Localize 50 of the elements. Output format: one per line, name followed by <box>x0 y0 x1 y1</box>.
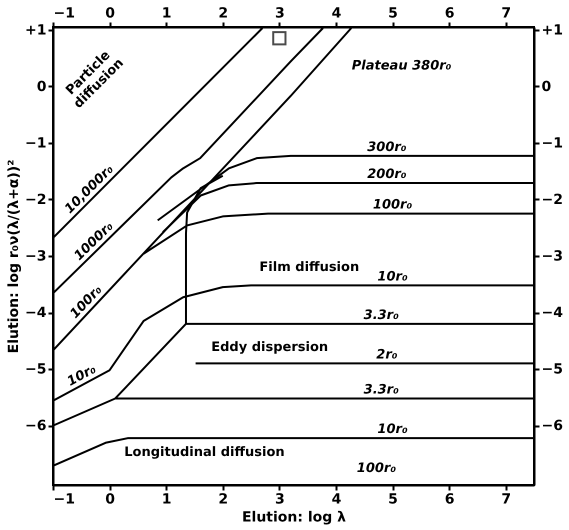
x2-tick-label: 3 <box>274 492 285 508</box>
x-tick-label: 3 <box>274 6 285 22</box>
annotation: 10r₀ <box>64 362 99 390</box>
x2-tick-label: 6 <box>444 492 454 508</box>
x-tick-label: 1 <box>162 6 172 22</box>
x-axis-title: Elution: log λ <box>242 510 346 526</box>
x-tick-label: 4 <box>332 6 342 22</box>
y-tick-label: −6 <box>25 418 46 434</box>
x2-tick-label: 0 <box>105 492 116 508</box>
annotation: 100r₀ <box>356 461 396 476</box>
y-tick-label: −1 <box>25 135 46 152</box>
x2-tick-label: 1 <box>162 492 172 508</box>
x2-tick-label: 2 <box>218 492 228 508</box>
y2-tick-label: −3 <box>542 248 563 264</box>
annotation: 10r₀ <box>377 422 408 438</box>
annotation: 3.3r₀ <box>364 382 400 398</box>
annotation: Film diffusion <box>259 260 360 275</box>
annotation: 100r₀ <box>372 198 412 213</box>
x-tick-label: 5 <box>388 6 398 22</box>
x-tick-label: 6 <box>444 6 454 22</box>
y2-tick-label: −4 <box>542 305 564 322</box>
y2-tick-label: −2 <box>542 192 563 208</box>
x-tick-label: 7 <box>501 6 512 22</box>
y-tick-label: +1 <box>25 22 46 38</box>
x2-tick-label: 4 <box>332 492 342 508</box>
y-tick-label: −5 <box>25 362 46 378</box>
annotation: 10r₀ <box>377 269 408 284</box>
x-tick-label: −1 <box>54 6 75 22</box>
annotation: 2r₀ <box>376 347 398 362</box>
x2-tick-label: 5 <box>388 492 398 508</box>
x2-tick-label: −1 <box>54 492 75 508</box>
y-axis-title: Elution: log r₀ν(λ/(λ+α))² <box>6 160 22 354</box>
y2-tick-label: −1 <box>542 135 563 152</box>
x-tick-label: 2 <box>218 6 228 22</box>
x-tick-label: 0 <box>105 6 116 22</box>
annotation: 300r₀ <box>367 140 407 155</box>
annotation: Plateau 380r₀ <box>352 58 452 74</box>
y-tick-label: 0 <box>36 78 47 95</box>
annotation: 200r₀ <box>367 167 407 182</box>
y-tick-label: −4 <box>25 305 47 322</box>
y2-tick-label: −6 <box>542 418 563 434</box>
annotation: Eddy dispersion <box>211 340 328 355</box>
y-tick-label: −3 <box>25 248 46 264</box>
y2-tick-label: −5 <box>542 362 563 378</box>
x2-tick-label: 7 <box>501 492 512 508</box>
y2-tick-label: 0 <box>542 78 552 95</box>
y2-tick-label: +1 <box>542 22 563 38</box>
annotation: 3.3r₀ <box>364 308 400 323</box>
y-tick-label: −2 <box>25 192 46 208</box>
annotation: Longitudinal diffusion <box>124 445 285 460</box>
